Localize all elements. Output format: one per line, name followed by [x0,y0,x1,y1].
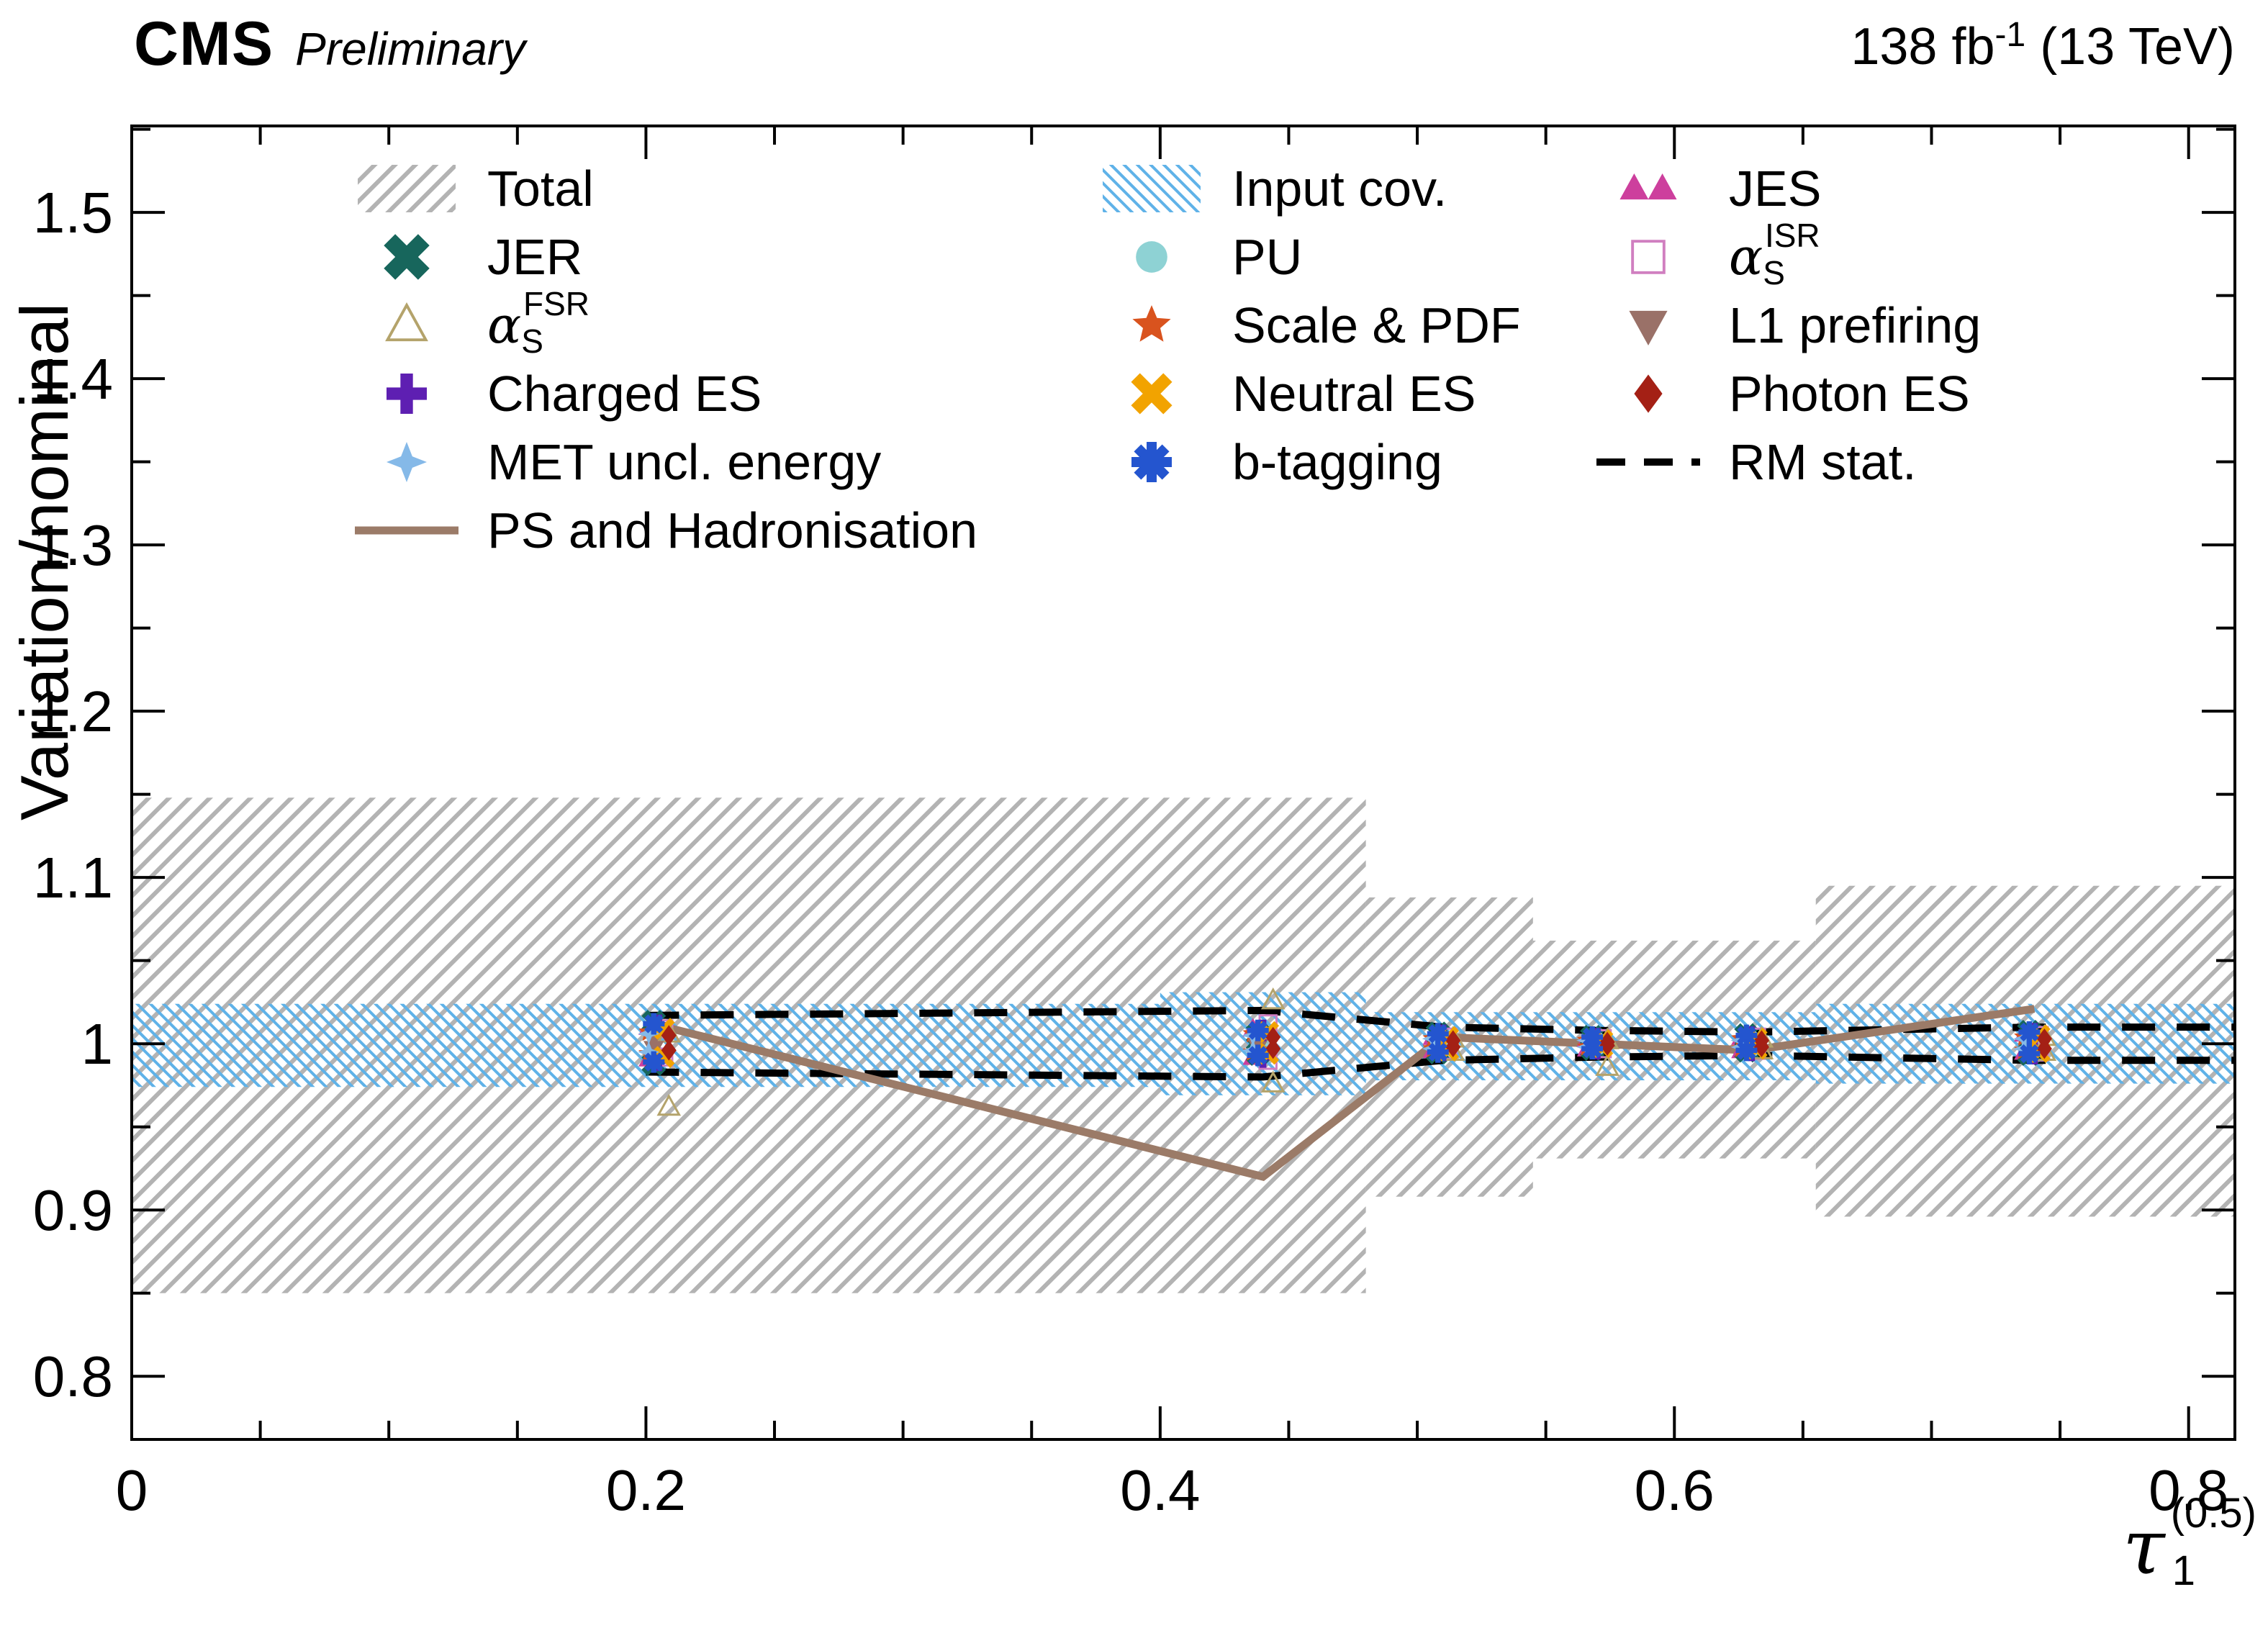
x-tick-label: 0.6 [1635,1458,1714,1522]
experiment-label: CMS [134,9,274,78]
x-tick-label: 0 [116,1458,148,1522]
series-b-tagging-markers [643,1013,2041,1073]
preliminary-label: Preliminary [295,23,526,75]
y-tick-label: 0.8 [33,1344,113,1408]
legend-item-neutral-es: Neutral ES [1131,366,1476,422]
legend-label-ps-hadronisation: PS and Hadronisation [487,502,977,559]
legend-label-jer: JER [487,229,582,285]
legend-label-total: Total [487,160,594,217]
legend-label-charged-es: Charged ES [487,366,762,422]
legend-item-rm-stat: RM stat. [1596,434,1917,490]
x-axis-title: τ (0.5) 1 [2123,1493,2256,1592]
x-tick-label: 0.8 [2149,1458,2228,1522]
legend-label-scale-pdf: Scale & PDF [1232,297,1521,353]
y-tick-label: 0.9 [33,1178,113,1242]
legend-label-jes: JES [1729,160,1821,217]
legend-item-jes: JES [1619,160,1821,217]
legend-item-total: Total [358,160,594,217]
y-tick-label: 1.2 [33,679,113,743]
legend-label-b-tagging: b-tagging [1232,434,1442,490]
legend-item-scale-pdf: Scale & PDF [1132,297,1521,353]
luminosity-label: 138 fb-1 (13 TeV) [1851,17,2235,76]
x-tick-label: 0.2 [606,1458,686,1522]
input-cov-band [132,992,2235,1095]
legend-item-input-cov: Input cov. [1103,160,1447,217]
y-tick-label: 1.5 [33,181,113,245]
legend-label-pu: PU [1232,229,1302,285]
y-tick-label: 1 [81,1012,114,1076]
legend-label-l1-prefiring: L1 prefiring [1729,297,1981,353]
legend-item-b-tagging: b-tagging [1131,434,1442,490]
lumi-value: 138 fb [1851,18,1995,76]
data-markers [638,987,2057,1116]
x-tick-label: 0.4 [1120,1458,1200,1522]
x-axis-subscript: 1 [2172,1547,2195,1594]
x-axis-subsup: (0.5) 1 [2171,1493,2256,1592]
legend-item-jer: JER [384,229,582,285]
y-tick-label: 1.4 [33,347,113,411]
legend-label-input-cov: Input cov. [1232,160,1447,217]
legend-item-alpha-s-isr: αSISR [1631,217,1820,291]
legend-label-photon-es: Photon ES [1729,366,1970,422]
legend-label-alpha-s-fsr: αSFSR [487,285,589,360]
legend-label-met-uncl-energy: MET uncl. energy [487,434,881,490]
legend-item-pu: PU [1136,229,1302,285]
legend-item-photon-es: Photon ES [1634,366,1970,422]
legend-item-met-uncl-energy: MET uncl. energy [387,434,881,490]
energy-label: (13 TeV) [2025,18,2235,76]
series-photon-es-markers [661,1025,2052,1061]
y-tick-label: 1.3 [33,513,113,577]
axes: 0 0.2 0.4 0.6 0.8 0.8 0.9 1 1.1 1.2 1.3 1.4 1.5 [33,125,2236,1522]
plot-header-left: CMS Preliminary [134,9,525,80]
x-axis-symbol: τ [2123,1503,2165,1591]
legend-item-charged-es: Charged ES [387,366,762,422]
legend-label-neutral-es: Neutral ES [1232,366,1476,422]
legend-label-alpha-s-isr: αSISR [1729,217,1820,291]
ps-hadronisation-line [657,1005,2036,1181]
legend-item-ps-hadronisation: PS and Hadronisation [355,502,977,559]
y-tick-label: 1.1 [33,846,113,910]
legend-item-alpha-s-fsr: αSFSR [385,285,589,360]
legend-label-rm-stat: RM stat. [1729,434,1917,490]
lumi-exponent: -1 [1994,16,2026,54]
x-axis-superscript: (0.5) [2170,1490,2256,1537]
legend-item-l1-prefiring: L1 prefiring [1629,297,1981,353]
